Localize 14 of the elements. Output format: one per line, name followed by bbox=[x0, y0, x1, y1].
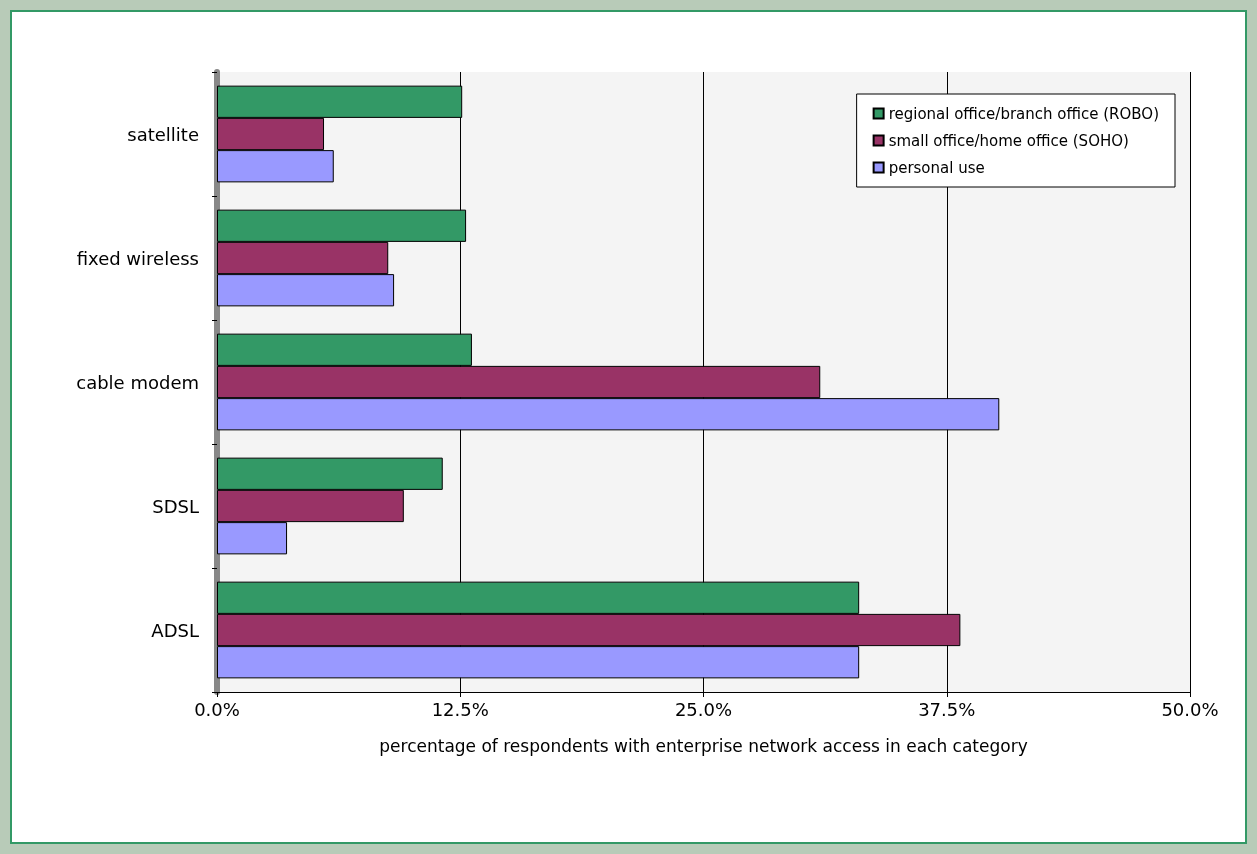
y-tick-label: ADSL bbox=[151, 619, 199, 641]
legend-label: personal use bbox=[888, 158, 985, 177]
x-tick-label: 37.5% bbox=[918, 698, 976, 720]
y-tick-label: SDSL bbox=[152, 495, 199, 517]
x-tick-label: 50.0% bbox=[1161, 698, 1219, 720]
x-tick-label: 25.0% bbox=[674, 698, 733, 720]
legend-label: small office/home office (SOHO) bbox=[888, 131, 1129, 150]
y-tick-label: cable modem bbox=[76, 371, 199, 393]
x-tick-label: 12.5% bbox=[431, 698, 489, 720]
legend-label: regional office/branch office (ROBO) bbox=[888, 104, 1159, 123]
y-tick-label: satellite bbox=[127, 123, 199, 145]
x-tick-label: 0.0% bbox=[194, 698, 240, 720]
x-axis-title: percentage of respondents with enterprise network access in each category bbox=[379, 735, 1028, 756]
y-tick-label: fixed wireless bbox=[76, 247, 199, 269]
